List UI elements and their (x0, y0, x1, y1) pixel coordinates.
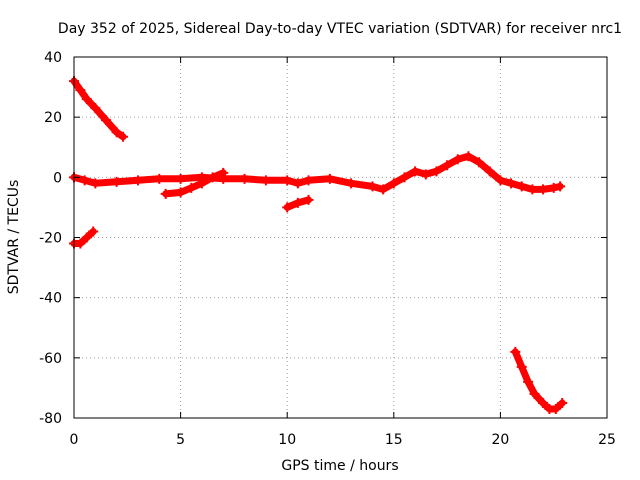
x-tick-label: 25 (598, 432, 616, 448)
data-point-marker (186, 182, 197, 193)
data-point-marker (550, 403, 561, 414)
data-point-marker (292, 178, 303, 189)
data-point-marker (452, 154, 463, 165)
data-point-marker (523, 376, 534, 387)
data-point-marker (81, 94, 92, 105)
data-point-marker (484, 166, 495, 177)
data-point-marker (510, 346, 521, 357)
data-point-marker (88, 226, 99, 237)
x-tick-label: 15 (385, 432, 403, 448)
data-point-marker (529, 388, 540, 399)
data-point-marker (388, 178, 399, 189)
data-point-marker (303, 175, 314, 186)
data-point-marker (218, 167, 229, 178)
data-point-marker (367, 181, 378, 192)
data-point-marker (378, 184, 389, 195)
data-point-marker (555, 181, 566, 192)
data-point-marker (132, 175, 143, 186)
data-point-marker (175, 187, 186, 198)
data-point-marker (75, 85, 86, 96)
data-point-marker (79, 175, 90, 186)
data-point-marker (175, 173, 186, 184)
data-point-marker (463, 151, 474, 162)
data-point-marker (442, 160, 453, 171)
data-point-marker (90, 178, 101, 189)
data-point-marker (282, 175, 293, 186)
chart-title: Day 352 of 2025, Sidereal Day-to-day VTE… (58, 21, 622, 37)
y-tick-label: 0 (53, 170, 62, 186)
y-tick-label: -80 (39, 411, 62, 427)
data-point-marker (196, 178, 207, 189)
data-point-marker (506, 178, 517, 189)
data-point-marker (516, 181, 527, 192)
data-point-marker (495, 175, 506, 186)
x-tick-label: 20 (491, 432, 509, 448)
data-point-marker (160, 188, 171, 199)
data-point-marker (282, 202, 293, 213)
y-tick-label: -60 (39, 351, 62, 367)
data-point-marker (538, 184, 549, 195)
data-point-marker (324, 173, 335, 184)
y-tick-label: 20 (44, 110, 62, 126)
data-point-marker (118, 131, 129, 142)
data-point-marker (346, 178, 357, 189)
data-point-marker (75, 238, 86, 249)
data-point-marker (557, 397, 568, 408)
x-tick-label: 10 (278, 432, 296, 448)
y-tick-label: -20 (39, 231, 62, 247)
y-tick-label: 40 (44, 50, 62, 66)
data-point-marker (538, 397, 549, 408)
data-point-marker (239, 173, 250, 184)
x-tick-label: 5 (176, 432, 185, 448)
data-point-marker (399, 172, 410, 183)
data-point-marker (431, 166, 442, 177)
x-axis-label: GPS time / hours (281, 458, 398, 474)
data-point-marker (292, 197, 303, 208)
data-point-marker (100, 115, 111, 126)
data-point-marker (420, 169, 431, 180)
data-point-marker (474, 157, 485, 168)
data-point-marker (516, 361, 527, 372)
data-point-marker (111, 127, 122, 138)
data-point-marker (303, 194, 314, 205)
data-point-marker (90, 103, 101, 114)
y-axis-label: SDTVAR / TECUs (6, 180, 22, 295)
data-point-marker (207, 172, 218, 183)
data-point-marker (548, 182, 559, 193)
tick-layer: 0 5 10 15 20 25 40 20 0 -20 -40 -60 -80 (39, 50, 616, 448)
data-point-marker (260, 175, 271, 186)
x-tick-label: 0 (70, 432, 79, 448)
data-point-marker (81, 232, 92, 243)
y-tick-label: -40 (39, 291, 62, 307)
data-point-marker (111, 176, 122, 187)
data-point-marker (410, 166, 421, 177)
data-point-marker (527, 184, 538, 195)
data-point-marker (154, 173, 165, 184)
